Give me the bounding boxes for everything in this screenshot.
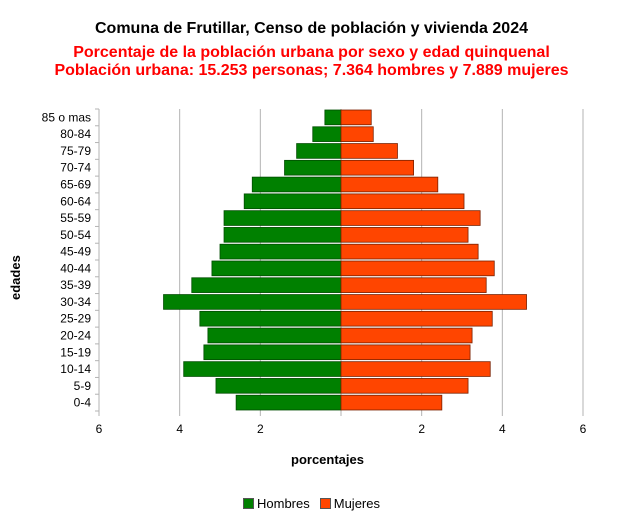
bar-hombres-45-49 [219,243,342,260]
bar-mujeres-60-64 [340,193,465,210]
x-tick-label: 2 [257,422,264,436]
bar-hombres-20-24 [207,327,342,344]
bar-hombres-35-39 [191,277,342,293]
bar-mujeres-0-4 [340,394,443,411]
y-tick-label: 20-24 [60,329,91,343]
bar-hombres-75-79 [296,143,342,159]
x-tick-label: 2 [418,422,425,436]
y-tick-label: 75-79 [60,144,91,158]
bar-mujeres-10-14 [340,361,491,377]
y-tick-label: 85 o mas [42,110,91,124]
bar-mujeres-25-29 [340,310,493,327]
bar-mujeres-55-59 [340,210,481,226]
y-axis-label: edades [8,255,23,300]
y-tick-label: 15-19 [60,345,91,359]
y-tick-label: 60-64 [60,194,91,208]
bar-mujeres-50-54 [340,227,469,243]
chart-subtitle-2: Población urbana: 15.253 personas; 7.364… [54,62,569,79]
y-tick-label: 45-49 [60,245,91,259]
bar-hombres-30-34 [163,294,342,310]
bar-hombres-65-69 [251,176,342,193]
y-tick-label: 80-84 [60,127,91,141]
bar-hombres-70-74 [284,159,342,176]
bar-hombres-50-54 [223,227,342,243]
bar-hombres-60-64 [243,193,342,210]
x-tick-label: 6 [96,422,103,436]
bar-hombres-25-29 [199,310,342,327]
bar-mujeres-20-24 [340,327,473,344]
bar-hombres-0-4 [235,394,342,411]
bar-mujeres-45-49 [340,243,479,260]
y-tick-label: 35-39 [60,278,91,292]
y-tick-label: 55-59 [60,211,91,225]
chart-subtitle-1: Porcentaje de la población urbana por se… [73,44,550,61]
y-tick-label: 50-54 [60,228,91,242]
legend-label-hombres: Hombres [257,496,310,511]
bar-mujeres-40-44 [340,260,495,277]
x-tick-label: 4 [176,422,183,436]
y-tick-label: 70-74 [60,161,91,175]
y-tick-label: 30-34 [60,295,91,309]
bar-hombres-55-59 [223,210,342,226]
bar-mujeres-15-19 [340,344,471,361]
bar-hombres-80-84 [312,126,342,142]
x-axis-label: porcentajes [291,452,364,467]
bar-hombres-40-44 [211,260,342,277]
legend-swatch-mujeres [319,498,331,509]
y-tick-label: 25-29 [60,312,91,326]
legend-swatch-hombres [243,498,254,509]
legend-item-mujeres: Mujeres [319,496,380,511]
bar-hombres-85-o-mas [324,109,342,126]
chart-title: Comuna de Frutillar, Censo de población … [94,20,528,37]
y-tick-label: 5-9 [74,379,92,393]
x-tick-label: 6 [580,422,587,436]
legend-label-mujeres: Mujeres [333,496,380,511]
bar-mujeres-70-74 [340,159,414,176]
bar-mujeres-75-79 [340,143,398,159]
bar-mujeres-5-9 [340,378,469,394]
bar-mujeres-30-34 [340,294,527,310]
bar-mujeres-35-39 [340,277,487,293]
legend-item-hombres: Hombres [243,496,310,511]
bar-hombres-15-19 [203,344,342,361]
x-tick-label: 4 [499,422,506,436]
bar-mujeres-65-69 [340,176,439,193]
bar-hombres-10-14 [183,361,342,377]
bar-hombres-5-9 [215,378,342,394]
legend: Hombres Mujeres [243,496,390,511]
y-tick-label: 40-44 [60,261,91,275]
y-tick-label: 65-69 [60,178,91,192]
bar-mujeres-85-o-mas [340,109,372,126]
y-tick-label: 0-4 [74,396,92,410]
y-tick-label: 10-14 [60,362,91,376]
bar-mujeres-80-84 [340,126,374,142]
